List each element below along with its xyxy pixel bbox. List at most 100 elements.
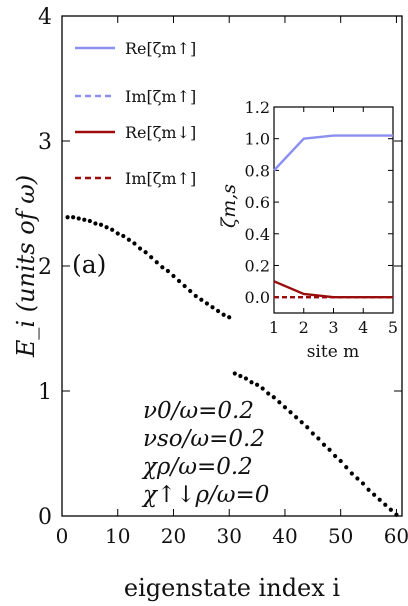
main-x-tick-label: 40 (272, 524, 297, 548)
data-point (377, 497, 382, 502)
inset-y-tick-label: 1.2 (245, 98, 270, 117)
data-point (266, 391, 271, 396)
data-point (143, 250, 148, 255)
main-y-axis-label: E_i (units of ω) (12, 175, 40, 358)
data-point (238, 373, 243, 379)
data-point (121, 233, 126, 239)
data-point (227, 315, 232, 320)
inset-y-tick-label: 0.0 (245, 288, 270, 307)
main-data-points (65, 215, 399, 517)
data-point (355, 476, 360, 481)
data-point (383, 502, 388, 507)
legend-label-re-up: Re[ζm↑] (125, 39, 196, 58)
inset-x-tick-label: 1 (269, 318, 279, 337)
main-x-ticks: 0 10 20 30 40 50 60 (56, 16, 408, 548)
legend-label-re-down: Re[ζm↓] (125, 123, 196, 142)
data-point (310, 431, 315, 436)
inset-x-tick-label: 5 (388, 318, 398, 337)
data-point (104, 225, 109, 230)
annotation-chiupdown: χ↑↓ρ/ω=0 (141, 482, 269, 508)
data-point (215, 308, 221, 314)
data-point (321, 442, 327, 447)
annotation-nuso: νso/ω=0.2 (143, 426, 265, 452)
inset-y-tick-label: 0.2 (245, 256, 270, 275)
data-point (338, 458, 343, 464)
main-y-tick-label: 4 (38, 5, 52, 30)
data-point (110, 227, 115, 232)
data-point (76, 216, 81, 221)
data-point (65, 215, 70, 220)
parameter-annotations: ν0/ω=0.2 νso/ω=0.2 χρ/ω=0.2 χ↑↓ρ/ω=0 (141, 398, 269, 508)
inset-series-line-2 (273, 280, 393, 299)
data-point (349, 471, 354, 476)
data-point (271, 395, 276, 400)
legend-entry-re-down: Re[ζm↓] (75, 123, 196, 142)
data-point (132, 241, 137, 246)
inset-y-ticks: 0.0 0.2 0.4 0.6 0.8 1.0 1.2 (245, 98, 393, 307)
data-point (394, 512, 399, 517)
data-point (249, 380, 254, 385)
data-point (182, 283, 187, 289)
data-point (360, 481, 366, 486)
main-y-tick-label: 0 (38, 505, 52, 530)
inset-y-tick-label: 0.6 (245, 193, 270, 212)
data-point (82, 217, 87, 222)
data-point (115, 231, 120, 236)
inset-y-tick-label: 0.8 (245, 161, 270, 180)
data-point (204, 301, 210, 306)
data-point (93, 221, 98, 226)
panel-label: (a) (72, 250, 106, 279)
data-point (171, 273, 176, 279)
main-x-tick-label: 10 (105, 524, 130, 548)
data-point (366, 487, 371, 492)
data-point (126, 237, 131, 242)
data-point (344, 465, 349, 470)
data-point (71, 215, 76, 220)
data-point (98, 222, 104, 227)
inset-x-tick-label: 2 (299, 318, 309, 337)
data-point (388, 507, 393, 512)
main-x-axis-label: eigenstate index i (124, 574, 341, 602)
legend-entry-im-up: Im[ζm↑] (75, 87, 196, 106)
main-y-tick-label: 2 (38, 255, 52, 280)
data-point (154, 260, 159, 265)
data-point (299, 420, 304, 425)
main-y-tick-label: 3 (38, 130, 52, 155)
data-point (316, 436, 321, 441)
data-point (210, 305, 215, 310)
data-point (293, 415, 299, 420)
main-x-tick-label: 20 (161, 524, 186, 548)
main-x-tick-label: 50 (328, 524, 353, 548)
data-point (254, 382, 260, 387)
inset-y-tick-label: 0.4 (245, 225, 270, 244)
legend-entry-re-up: Re[ζm↑] (75, 39, 196, 58)
inset-x-axis-label: site m (307, 342, 360, 362)
main-x-tick-label: 60 (384, 524, 408, 548)
legend: Re[ζm↑] Im[ζm↑] Re[ζm↓] Im[ζm↑] (75, 39, 196, 188)
data-point (333, 453, 338, 459)
main-y-tick-label: 1 (38, 380, 52, 405)
data-point (282, 405, 288, 410)
main-x-tick-label: 30 (216, 524, 241, 548)
inset-series-lines (273, 134, 393, 299)
inset-y-axis-label: ζm,s (218, 184, 240, 228)
data-point (327, 447, 332, 452)
inset-x-tick-label: 4 (358, 318, 368, 337)
data-point (165, 268, 171, 274)
legend-entry-im-up-2: Im[ζm↑] (75, 169, 196, 188)
data-point (221, 312, 226, 317)
inset-plot-frame (273, 106, 394, 314)
data-point (193, 293, 198, 299)
data-point (149, 255, 154, 260)
legend-label-im-up-2: Im[ζm↑] (125, 169, 196, 188)
main-y-ticks: 0 1 2 3 4 (38, 5, 402, 530)
annotation-chirho: χρ/ω=0.2 (141, 454, 253, 480)
data-point (232, 371, 237, 376)
data-point (305, 425, 310, 430)
data-point (188, 288, 193, 294)
data-point (260, 386, 265, 391)
annotation-nu0: ν0/ω=0.2 (143, 398, 254, 424)
